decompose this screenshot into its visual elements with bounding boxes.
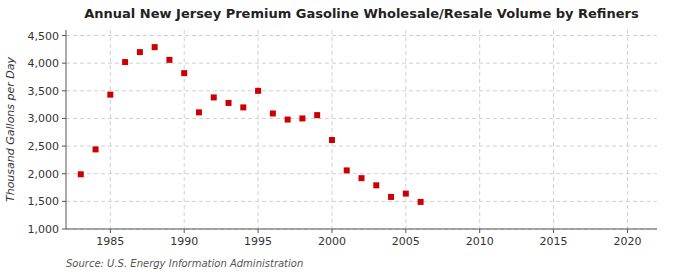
grid-line-x bbox=[405, 30, 406, 229]
x-tick bbox=[184, 229, 185, 233]
point bbox=[285, 117, 291, 123]
grid-line-y bbox=[66, 63, 657, 64]
point bbox=[299, 115, 305, 121]
point bbox=[211, 94, 217, 100]
grid-line-y bbox=[66, 201, 657, 202]
y-tick-label: 1,000 bbox=[28, 223, 60, 236]
grid-line-x bbox=[110, 30, 111, 229]
point bbox=[403, 191, 409, 197]
x-tick-label: 1995 bbox=[244, 235, 272, 248]
grid bbox=[66, 30, 657, 229]
source: Source: U.S. Energy Information Administ… bbox=[66, 258, 303, 269]
point bbox=[388, 194, 394, 200]
points bbox=[78, 44, 424, 205]
point bbox=[166, 57, 172, 63]
grid-line-y bbox=[66, 118, 657, 119]
axes: 1985 1990 1995 2000 2005 2010 2015 2020 1,000 1,5… bbox=[28, 30, 658, 248]
grid-line-y bbox=[66, 229, 657, 230]
y-tick-label: 4,000 bbox=[28, 57, 60, 70]
x-axis-line bbox=[66, 229, 657, 230]
x-tick-label: 2015 bbox=[540, 235, 568, 248]
point bbox=[107, 92, 113, 98]
point bbox=[181, 70, 187, 76]
x-tick bbox=[479, 229, 480, 233]
y-tick bbox=[62, 173, 66, 174]
point bbox=[314, 112, 320, 118]
y-tick-label: 3,000 bbox=[28, 112, 60, 125]
y-tick-label: 4,500 bbox=[28, 30, 60, 43]
y-tick bbox=[62, 63, 66, 64]
x-tick bbox=[553, 229, 554, 233]
y-tick bbox=[62, 35, 66, 36]
x-tick-label: 2010 bbox=[466, 235, 494, 248]
grid-line-y bbox=[66, 173, 657, 174]
grid-line-x bbox=[184, 30, 185, 229]
y-tick-label: 3,500 bbox=[28, 85, 60, 98]
y-tick bbox=[62, 146, 66, 147]
point bbox=[122, 59, 128, 65]
point bbox=[137, 49, 143, 55]
grid-line-y bbox=[66, 146, 657, 147]
x-tick bbox=[331, 229, 332, 233]
y-tick bbox=[62, 118, 66, 119]
y-axis-label: Thousand Gallons per Day bbox=[4, 56, 17, 202]
point bbox=[152, 44, 158, 50]
y-tick-label: 2,000 bbox=[28, 168, 60, 181]
point bbox=[373, 182, 379, 188]
point bbox=[344, 167, 350, 173]
point bbox=[270, 110, 276, 116]
grid-line-x bbox=[553, 30, 554, 229]
y-tick bbox=[62, 201, 66, 202]
point bbox=[93, 146, 99, 152]
point bbox=[418, 199, 424, 205]
point bbox=[226, 100, 232, 106]
x-tick bbox=[627, 229, 628, 233]
y-tick bbox=[62, 90, 66, 91]
point bbox=[196, 109, 202, 115]
x-tick bbox=[258, 229, 259, 233]
title: Annual New Jersey Premium Gasoline Whole… bbox=[84, 6, 639, 21]
x-tick-label: 1985 bbox=[96, 235, 124, 248]
page: {"chart_data": { "type": "scatter", "tit… bbox=[0, 0, 675, 275]
x-tick-label: 1990 bbox=[170, 235, 198, 248]
point bbox=[240, 104, 246, 110]
y-axis-line bbox=[66, 30, 67, 229]
y-tick-label: 2,500 bbox=[28, 140, 60, 153]
x-tick-label: 2000 bbox=[318, 235, 346, 248]
x-tick bbox=[110, 229, 111, 233]
grid-line-x bbox=[479, 30, 480, 229]
grid-line-x bbox=[258, 30, 259, 229]
point bbox=[329, 137, 335, 143]
y-tick-label: 1,500 bbox=[28, 195, 60, 208]
grid-line-x bbox=[627, 30, 628, 229]
grid-line-y bbox=[66, 90, 657, 91]
grid-line-x bbox=[331, 30, 332, 229]
x-tick bbox=[405, 229, 406, 233]
chart: 1985 1990 1995 2000 2005 2010 2015 2020 1,000 1,5… bbox=[0, 0, 675, 275]
x-tick-label: 2020 bbox=[613, 235, 641, 248]
y-tick bbox=[62, 229, 66, 230]
point bbox=[359, 175, 365, 181]
grid-line-y bbox=[66, 35, 657, 36]
x-tick-label: 2005 bbox=[392, 235, 420, 248]
point bbox=[78, 171, 84, 177]
point bbox=[255, 88, 261, 94]
